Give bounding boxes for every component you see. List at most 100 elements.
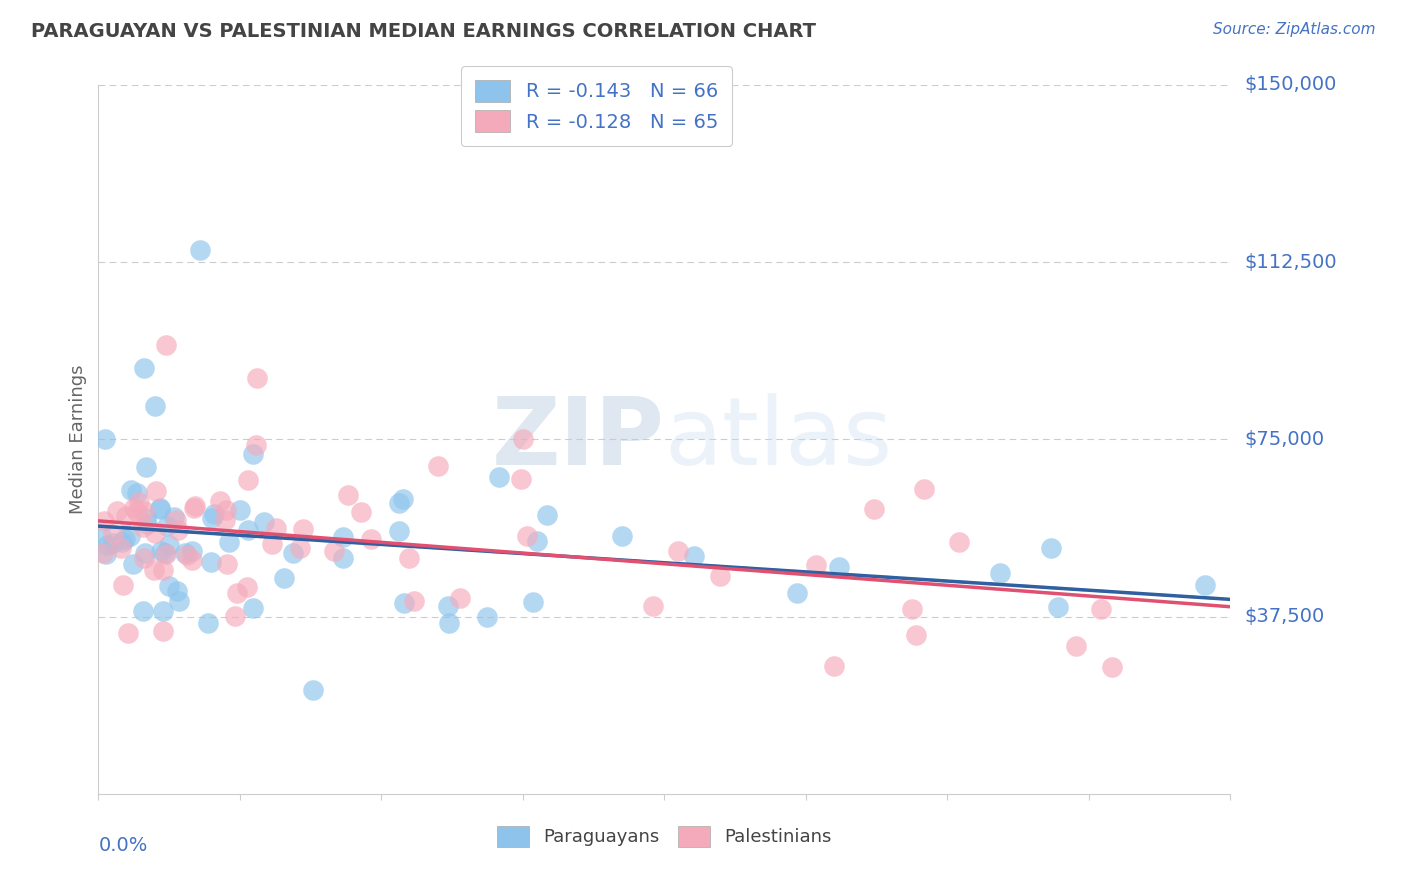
Point: [94, 547, 117, 561]
Point: [360, 532, 382, 546]
Text: ZIP: ZIP: [492, 393, 665, 485]
Point: [823, 659, 845, 673]
Point: [828, 560, 851, 574]
Point: [114, 533, 136, 547]
Point: [155, 338, 177, 352]
Point: [169, 594, 191, 608]
Point: [149, 501, 172, 516]
Point: [156, 518, 179, 533]
Point: [143, 563, 166, 577]
Y-axis label: Median Earnings: Median Earnings: [69, 365, 87, 514]
Point: [155, 548, 177, 562]
Point: [132, 551, 155, 566]
Point: [183, 499, 205, 513]
Point: [152, 604, 174, 618]
Point: [242, 447, 264, 461]
Point: [218, 535, 240, 549]
Point: [229, 503, 252, 517]
Point: [426, 458, 449, 473]
Point: [90, 529, 112, 543]
Point: [134, 547, 156, 561]
Point: [610, 529, 633, 543]
Point: [948, 534, 970, 549]
Point: [392, 491, 415, 506]
Point: [337, 488, 360, 502]
Point: [488, 470, 510, 484]
Point: [153, 546, 176, 560]
Point: [214, 513, 236, 527]
Point: [200, 555, 222, 569]
Point: [1101, 660, 1123, 674]
Text: $75,000: $75,000: [1244, 430, 1324, 449]
Point: [125, 486, 148, 500]
Point: [215, 557, 238, 571]
Point: [143, 399, 166, 413]
Point: [332, 530, 354, 544]
Point: [111, 578, 134, 592]
Text: $112,500: $112,500: [1244, 252, 1337, 271]
Point: [208, 494, 231, 508]
Point: [117, 625, 139, 640]
Point: [1047, 600, 1070, 615]
Point: [806, 558, 828, 572]
Point: [180, 544, 202, 558]
Point: [163, 510, 186, 524]
Point: [131, 520, 153, 534]
Point: [145, 483, 167, 498]
Point: [110, 541, 132, 555]
Point: [522, 595, 544, 609]
Text: $150,000: $150,000: [1244, 75, 1337, 95]
Point: [437, 615, 460, 630]
Point: [149, 501, 172, 516]
Point: [246, 371, 269, 385]
Point: [1064, 639, 1087, 653]
Point: [666, 543, 689, 558]
Point: [536, 508, 558, 522]
Point: [302, 682, 325, 697]
Point: [132, 361, 155, 376]
Point: [165, 513, 187, 527]
Point: [242, 600, 264, 615]
Text: Source: ZipAtlas.com: Source: ZipAtlas.com: [1212, 22, 1375, 37]
Point: [392, 596, 415, 610]
Point: [143, 525, 166, 540]
Point: [94, 433, 117, 447]
Point: [475, 610, 498, 624]
Point: [122, 557, 145, 571]
Point: [988, 566, 1011, 580]
Point: [437, 599, 460, 613]
Point: [288, 541, 311, 555]
Point: [402, 594, 425, 608]
Point: [136, 516, 159, 531]
Text: atlas: atlas: [665, 393, 893, 485]
Point: [912, 483, 935, 497]
Point: [128, 495, 150, 509]
Point: [1039, 541, 1062, 555]
Text: 0.0%: 0.0%: [98, 837, 148, 855]
Text: $37,500: $37,500: [1244, 607, 1324, 626]
Point: [273, 571, 295, 585]
Point: [709, 569, 731, 583]
Point: [202, 507, 225, 521]
Point: [226, 586, 249, 600]
Point: [283, 546, 305, 560]
Point: [157, 538, 180, 552]
Point: [786, 586, 808, 600]
Point: [96, 538, 118, 552]
Point: [111, 535, 134, 549]
Point: [167, 523, 190, 537]
Point: [332, 550, 354, 565]
Point: [176, 548, 198, 562]
Point: [101, 526, 124, 541]
Point: [512, 433, 534, 447]
Point: [150, 544, 173, 558]
Point: [93, 546, 115, 560]
Point: [101, 536, 124, 550]
Point: [125, 505, 148, 519]
Point: [152, 563, 174, 577]
Point: [510, 472, 533, 486]
Point: [188, 244, 211, 258]
Point: [683, 549, 706, 564]
Point: [900, 602, 922, 616]
Point: [181, 553, 204, 567]
